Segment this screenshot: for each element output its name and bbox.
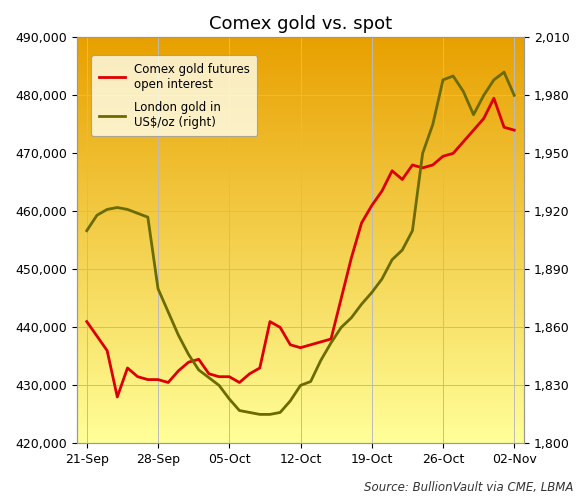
Text: Source: BullionVault via CME, LBMA: Source: BullionVault via CME, LBMA bbox=[364, 481, 573, 494]
Title: Comex gold vs. spot: Comex gold vs. spot bbox=[209, 15, 392, 33]
Legend: Comex gold futures
open interest, London gold in
US$/oz (right): Comex gold futures open interest, London… bbox=[91, 56, 257, 136]
